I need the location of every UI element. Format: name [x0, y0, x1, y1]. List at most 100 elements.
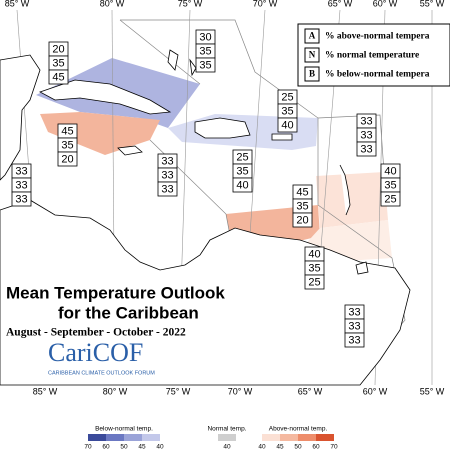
zone-above-light [316, 172, 388, 228]
colorbar-tick: 50 [294, 444, 302, 450]
longitude-label: 70° W [253, 0, 278, 8]
zone-above [40, 112, 160, 155]
probability-boxes: 20 35 45 30 35 35 25 35 40 45 35 20 33 33 33 33 33 33 25 35… [11, 29, 401, 348]
probability: 40 [384, 165, 396, 177]
probability: 33 [360, 143, 372, 155]
probability: 35 [61, 139, 73, 151]
central-south-america [0, 199, 411, 386]
title: Mean Temperature Outlook [6, 283, 225, 302]
colorbar-swatch [106, 434, 124, 441]
colorbar-label: Above-normal temp. [269, 426, 328, 433]
key-text: % above-normal tempera [325, 32, 430, 42]
lesser-antilles [339, 164, 351, 216]
probability: 33 [15, 179, 27, 191]
longitude-label: 85° W [5, 0, 30, 8]
key-rows: A % above-normal tempera N % normal tempera… [304, 28, 430, 82]
key-letter: N [309, 50, 316, 60]
longitude-label: 60° W [373, 0, 398, 8]
probability: 25 [308, 276, 320, 288]
box-cell [195, 57, 216, 73]
probability: 33 [360, 129, 372, 141]
box-cell [304, 274, 325, 290]
longitude-label: 65° W [328, 0, 353, 8]
probability: 45 [61, 125, 73, 137]
box-cell [356, 141, 377, 157]
jamaica [117, 145, 143, 156]
colorbar-swatch [298, 434, 316, 441]
box-cell [344, 332, 365, 348]
hispaniola [194, 117, 251, 139]
colorbar-swatch [218, 434, 236, 441]
zone-border [119, 19, 201, 85]
colorbar-tick: 40 [223, 444, 231, 450]
longitude-label: 75° W [178, 0, 203, 8]
colorbar-swatch [316, 434, 334, 441]
logo-name: CariCOF [48, 338, 143, 367]
colorbar-tick: 60 [312, 444, 320, 450]
colorbar-tick: 45 [138, 444, 146, 450]
colorbar-tick: 40 [258, 444, 266, 450]
colorbar-swatch [88, 434, 106, 441]
colorbar-tick: 40 [156, 444, 164, 450]
colorbar-swatch [262, 434, 280, 441]
colorbar-tick: 50 [120, 444, 128, 450]
longitude-label: 65° W [298, 386, 323, 396]
title-block: Mean Temperature Outlook for the Caribbe… [6, 283, 225, 376]
period: August - September - October - 2022 [6, 327, 186, 339]
longitude-label: 70° W [228, 386, 253, 396]
colorbar-tick: 60 [102, 444, 110, 450]
probability: 20 [61, 153, 73, 165]
probability: 25 [236, 151, 248, 163]
longitude-label: 55° W [420, 0, 445, 8]
key-letter-box [304, 28, 320, 44]
probability: 30 [199, 31, 211, 43]
probability: 33 [348, 320, 360, 332]
longitude-label: 75° W [166, 386, 191, 396]
probability: 35 [296, 200, 308, 212]
colorbar-swatch [124, 434, 142, 441]
key-letter-box [304, 47, 320, 63]
probability: 40 [281, 119, 293, 131]
probability: 33 [15, 193, 27, 205]
probability: 35 [199, 45, 211, 57]
box-cell [157, 181, 178, 197]
probability: 33 [348, 334, 360, 346]
box-cell [11, 191, 32, 207]
title: for the Caribbean [58, 303, 199, 322]
probability: 33 [161, 155, 173, 167]
probability: 35 [236, 165, 248, 177]
longitude-label: 80° W [103, 386, 128, 396]
probability: 45 [52, 71, 64, 83]
key-letter: B [309, 69, 315, 79]
key-letter-box [304, 66, 320, 82]
colorbar-tick: 70 [330, 444, 338, 450]
box-cell [292, 212, 313, 228]
probability: 25 [384, 193, 396, 205]
colorbar-tick: 70 [84, 444, 92, 450]
longitude-label: 55° W [420, 386, 445, 396]
probability: 20 [52, 43, 64, 55]
probability: 33 [360, 115, 372, 127]
colorbar: Below-normal temp. 70 60 50 45 40 Normal temp.… [84, 426, 338, 451]
colorbar-swatch [280, 434, 298, 441]
longitude-label: 60° W [363, 386, 388, 396]
colorbar-label: Below-normal temp. [95, 426, 153, 433]
zone-border [317, 114, 385, 173]
logo-subtitle: CARIBBEAN CLIMATE OUTLOOK FORUM [48, 370, 155, 376]
probability: 35 [199, 59, 211, 71]
probability: 33 [348, 306, 360, 318]
cuba [39, 79, 172, 115]
probability: 25 [281, 91, 293, 103]
probability: 45 [296, 186, 308, 198]
colorbar-swatch [142, 434, 160, 441]
box-cell [380, 191, 401, 207]
key-text: % normal temperature [325, 51, 419, 61]
yucatan [0, 54, 41, 181]
puerto-rico [271, 133, 293, 141]
probability: 20 [296, 214, 308, 226]
coastlines [0, 49, 411, 386]
longitude-label: 85° W [33, 386, 58, 396]
trinidad [355, 261, 369, 275]
probability: 33 [161, 183, 173, 195]
